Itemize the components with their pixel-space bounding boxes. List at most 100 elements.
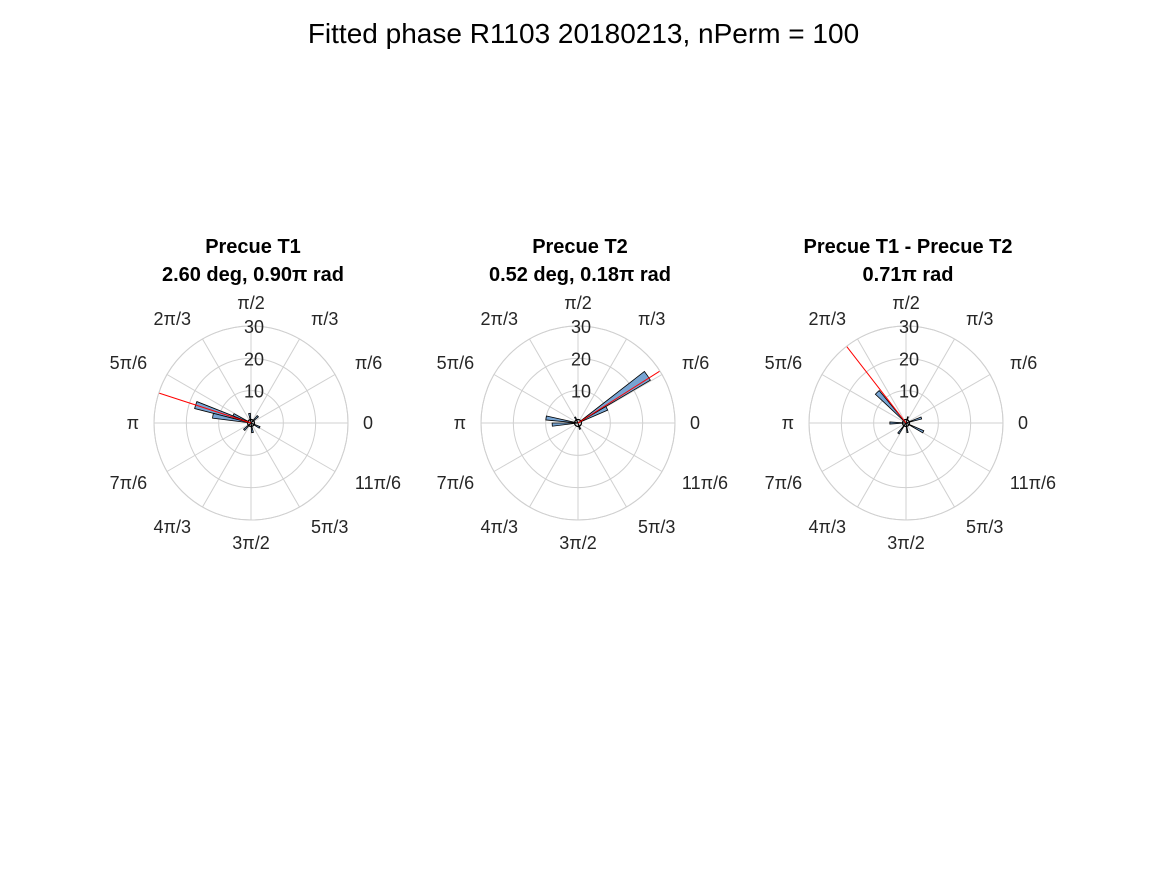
angle-tick-label: 5π/6 [110,353,147,373]
grid-spoke [529,422,579,508]
angle-tick-label: 0 [1018,413,1028,433]
angle-tick-label: 3π/2 [232,533,269,553]
histogram-bin [545,415,579,424]
mean-direction-line [577,370,661,424]
grid-spoke [250,422,300,508]
grid-spoke [202,338,252,424]
grid-spoke [821,422,907,472]
subplot-title: Precue T1 - Precue T2 [804,236,1013,258]
angle-tick-label: 7π/6 [110,473,147,493]
center-marker [901,418,911,428]
grid-spoke [857,422,907,508]
grid-spoke [577,422,663,472]
histogram-bin [905,422,925,434]
grid-spoke [166,422,252,472]
polar-chart-1: 10 20 30 0 π/6 π/3 π/2 2π/3 5π/6 π 7π/6 4π/3 3π/2 5π/… [110,236,401,553]
histogram-bin [905,416,923,424]
grid-spoke [577,338,627,424]
angle-tick-label: 3π/2 [887,533,924,553]
histogram-bin [874,390,907,424]
mean-direction-line [846,346,907,424]
radial-tick-label: 30 [244,317,264,337]
grid-spoke [905,422,955,508]
angle-tick-label: π/2 [564,293,591,313]
histogram-bin [212,412,252,424]
subplot-title: 0.71π rad [863,264,954,286]
subplot-title: Precue T2 [532,236,628,258]
angle-tick-label: 11π/6 [1010,473,1056,493]
histogram-bin [889,421,907,425]
grid-spoke [905,338,955,424]
histogram-bin [577,370,651,424]
radial-tick-label: 20 [244,349,264,369]
subplot-title: 0.52 deg, 0.18π rad [489,264,671,286]
outer-circle [808,325,1004,521]
angle-tick-label: 5π/6 [765,353,802,373]
polar-chart-2: 10 20 30 0 π/6 π/3 π/2 2π/3 5π/6 π 7π/6 4π/3 3π/2 5π/… [437,236,728,553]
grid-spoke [529,338,579,424]
angle-tick-label: 7π/6 [437,473,474,493]
angle-tick-label: 11π/6 [355,473,401,493]
angle-tick-label: 4π/3 [809,517,846,537]
angle-tick-label: 7π/6 [765,473,802,493]
histogram-bin [232,413,252,424]
angle-tick-label: π/3 [966,309,993,329]
angle-tick-label: 11π/6 [682,473,728,493]
histogram-bin [250,414,260,424]
angle-tick-label: 4π/3 [481,517,518,537]
grid-spoke [905,374,991,424]
angle-tick-label: 2π/3 [809,309,846,329]
angle-tick-label: 0 [690,413,700,433]
radial-tick-label: 30 [571,317,591,337]
mean-direction-line [158,392,252,424]
radial-tick-label: 10 [244,382,264,402]
polar-chart-3: 10 20 30 0 π/6 π/3 π/2 2π/3 5π/6 π 7π/6 4π/3 3π/2 5π/… [765,236,1056,553]
angle-tick-label: 3π/2 [559,533,596,553]
histogram-bin [897,422,907,435]
histogram-bin [250,422,254,434]
histogram-bin [905,422,909,434]
grid-spoke [577,422,627,508]
center-marker [246,418,256,428]
outer-circle [480,325,676,521]
grid-spoke [250,422,336,472]
angle-tick-label: π [127,413,139,433]
angle-tick-label: π/6 [1010,353,1037,373]
angle-tick-label: 2π/3 [481,309,518,329]
grid-spoke [202,422,252,508]
figure-title: Fitted phase R1103 20180213, nPerm = 100 [307,18,860,49]
angle-tick-label: π/6 [355,353,382,373]
angle-tick-label: 5π/3 [311,517,348,537]
histogram-bin [577,405,609,424]
grid-spoke [493,374,579,424]
histogram-bin [250,422,261,429]
subplot-title: Precue T1 [205,236,301,258]
radial-tick-label: 30 [899,317,919,337]
angle-tick-label: π/6 [682,353,709,373]
grid-spoke [250,338,300,424]
grid-spoke [821,374,907,424]
outer-circle [153,325,349,521]
angle-tick-label: π/3 [311,309,338,329]
angle-tick-label: 0 [363,413,373,433]
center-marker [573,418,583,428]
angle-tick-label: 5π/3 [966,517,1003,537]
grid-spoke [250,374,336,424]
radial-tick-label: 20 [899,349,919,369]
histogram-bin [242,422,252,432]
angle-tick-label: 5π/3 [638,517,675,537]
angle-tick-label: 2π/3 [154,309,191,329]
angle-tick-label: π/2 [892,293,919,313]
radial-tick-label: 10 [899,382,919,402]
histogram-bin [551,422,579,427]
subplot-title: 2.60 deg, 0.90π rad [162,264,344,286]
radial-tick-label: 20 [571,349,591,369]
angle-tick-label: 4π/3 [154,517,191,537]
grid-spoke [493,422,579,472]
angle-tick-label: π/3 [638,309,665,329]
grid-spoke [857,338,907,424]
angle-tick-label: π [454,413,466,433]
radial-tick-label: 10 [571,382,591,402]
histogram-bin [248,412,252,424]
